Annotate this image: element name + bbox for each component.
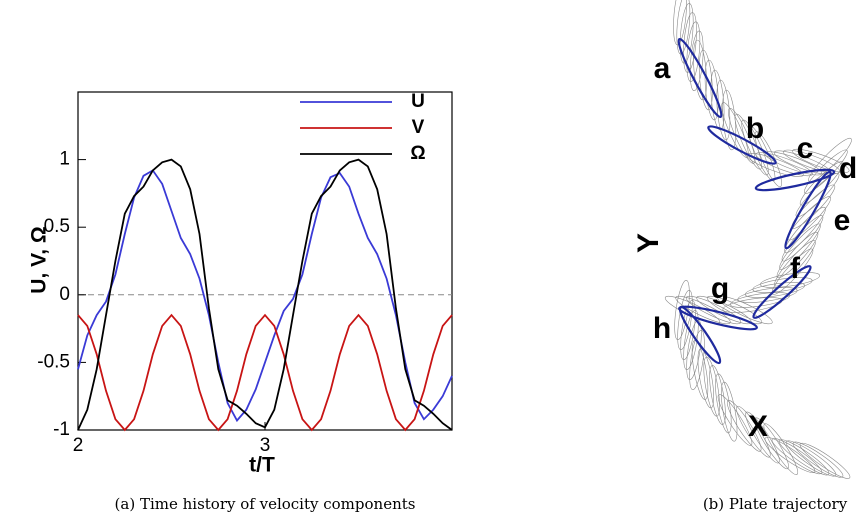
plate-outline bbox=[785, 440, 837, 477]
plate-outline bbox=[703, 356, 720, 417]
plate-outline bbox=[716, 79, 731, 141]
plate-outline bbox=[722, 297, 783, 313]
highlighted-plate bbox=[754, 168, 836, 192]
plate-outline bbox=[676, 0, 691, 55]
plate-outline bbox=[752, 277, 813, 293]
plate-outline bbox=[799, 442, 851, 479]
plate-outline bbox=[771, 438, 823, 475]
point-label: f bbox=[790, 252, 801, 285]
plate-outline bbox=[728, 107, 756, 164]
highlighted-plate bbox=[707, 125, 777, 165]
point-label: b bbox=[746, 112, 764, 145]
y-axis-label: U, V, Ω bbox=[28, 226, 51, 293]
plate-outline bbox=[792, 441, 844, 478]
plate-outline bbox=[704, 59, 719, 121]
plate-outline bbox=[760, 272, 820, 288]
highlighted-plate bbox=[678, 305, 722, 365]
plate-outline bbox=[697, 348, 715, 409]
plate-outline bbox=[741, 119, 769, 176]
plate-outline bbox=[698, 49, 713, 111]
plate-outline bbox=[710, 69, 725, 131]
plate-outline bbox=[689, 330, 705, 390]
caption: (b) Plate trajectory bbox=[703, 495, 848, 513]
highlighted-plate bbox=[784, 170, 832, 250]
plate-outline bbox=[774, 240, 816, 287]
series-line bbox=[77, 313, 453, 432]
legend-label: U bbox=[411, 91, 425, 112]
plate-outline bbox=[784, 206, 826, 254]
series-line bbox=[77, 158, 453, 431]
point-label: a bbox=[654, 52, 671, 85]
point-label: e bbox=[834, 204, 851, 237]
plate-outline bbox=[734, 113, 762, 170]
plate-outline bbox=[792, 148, 850, 173]
point-label: h bbox=[653, 312, 671, 345]
plate-outline bbox=[808, 137, 852, 183]
plate-outline bbox=[763, 423, 799, 475]
plate-outline bbox=[779, 223, 821, 270]
series-line bbox=[77, 169, 453, 423]
plate-outline bbox=[745, 282, 805, 298]
highlighted-plate bbox=[752, 265, 812, 319]
y-tick-label: 0.5 bbox=[44, 216, 70, 237]
plate-outline bbox=[781, 215, 824, 262]
plate-outline bbox=[693, 39, 707, 101]
plate-outline bbox=[737, 287, 798, 303]
x-axis-label: t/T bbox=[249, 454, 275, 477]
plate-outline bbox=[720, 381, 738, 442]
trajectory-drawing bbox=[664, 0, 852, 479]
x-tick-label: 2 bbox=[73, 435, 84, 456]
trajectory-y-label: Y bbox=[632, 233, 665, 253]
y-tick-label: -1 bbox=[53, 419, 70, 440]
plate-outline bbox=[778, 439, 830, 476]
y-tick-label: 1 bbox=[59, 149, 70, 170]
y-tick-label: 0 bbox=[59, 284, 70, 305]
trajectory-x-label: X bbox=[748, 410, 768, 443]
highlighted-plate bbox=[677, 37, 723, 119]
plate-outline bbox=[787, 196, 831, 241]
plate-outline bbox=[709, 365, 726, 425]
plate-outline bbox=[776, 231, 819, 279]
legend-label: V bbox=[412, 117, 425, 138]
plate-outline bbox=[764, 437, 816, 473]
x-tick-label: 3 bbox=[260, 435, 271, 456]
plot-frame bbox=[77, 91, 453, 431]
legend-label: Ω bbox=[410, 143, 425, 164]
point-label: c bbox=[797, 132, 814, 165]
y-tick-label: -0.5 bbox=[37, 351, 70, 372]
point-label: g bbox=[711, 272, 729, 305]
plate-outline bbox=[689, 30, 704, 92]
point-label: d bbox=[839, 152, 857, 185]
caption: (a) Time history of velocity components bbox=[115, 495, 416, 513]
